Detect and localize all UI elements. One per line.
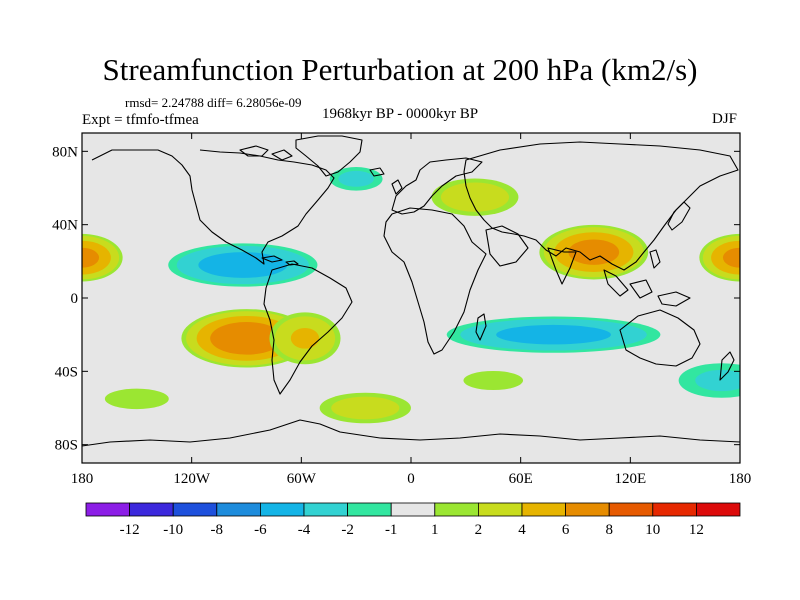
legend-swatch [608,502,654,517]
anomaly-center-10 [678,363,740,398]
legend-swatch [172,502,218,517]
color-legend: -12 -10 -8 -6 -4 -2 -1 1 2 4 6 8 10 12 [85,502,741,538]
legend-swatch [85,502,130,517]
experiment-label: Expt = tfmfo-tfmea [82,112,199,128]
anomaly-center-0 [82,233,123,282]
legend-level-label: 6 [562,522,570,538]
time-period-label: 1968kyr BP - 0000kyr BP [322,106,479,122]
legend-level-label: -1 [385,522,398,538]
anomaly-center-4 [168,243,318,287]
anomaly-center-11 [104,388,169,410]
anomaly-contour-fill [210,322,283,355]
legend-level-label: 12 [689,522,704,538]
coastline-greenland [295,135,363,177]
y-tick-label: 40S [55,364,78,380]
anomaly-center-1 [699,233,740,282]
chart-title: Streamfunction Perturbation at 200 hPa (… [102,52,698,87]
legend-level-label: 8 [605,522,613,538]
x-tick-label: 180 [71,471,94,487]
anomaly-contour-fill [695,369,740,392]
legend-swatch [216,502,261,517]
legend-level-label: -4 [298,522,311,538]
rmsd-stats: rmsd= 2.24788 diff= 6.28056e-09 [125,95,302,110]
legend-swatch [347,502,392,517]
anomaly-contour-fill [331,396,400,420]
coastline-north-america [91,149,335,265]
coastline-caribbean [261,255,299,266]
legend-swatch [303,502,348,517]
coastline-southeast-asia-islands [603,249,691,307]
anomaly-center-7 [431,178,519,216]
anomaly-contour-fill [104,388,169,410]
coastline-japan [667,201,691,231]
anomaly-center-8 [329,167,383,191]
y-tick-label: 40N [52,218,78,234]
coastline-madagascar [475,313,487,341]
x-tick-label: 0 [407,471,415,487]
legend-swatch [565,502,610,517]
coastline-british-isles [391,179,403,195]
coastline-antarctica [82,419,740,447]
anomaly-contour-fill [496,324,611,345]
anomaly-contour-fill [198,252,288,278]
anomaly-contour-fill [440,182,510,212]
coastline-layer [82,135,740,447]
legend-swatch [390,502,436,517]
coastline-india [547,247,577,285]
legend-swatch [652,502,697,517]
anomaly-center-5 [539,224,649,280]
x-tick-label: 120W [173,471,211,487]
y-tick-label: 80N [52,144,78,160]
coastline-australia [619,309,701,367]
coastline-europe [391,157,483,215]
coastline-south-america [263,263,353,395]
legend-level-label: -8 [211,522,224,538]
coastline-africa [383,207,487,355]
anomaly-center-6 [446,316,661,353]
season-label: DJF [712,111,738,127]
anomaly-contour-fill [82,247,100,268]
legend-level-label: -2 [341,522,354,538]
coastline-new-zealand [719,351,735,381]
anomaly-center-3 [269,312,341,365]
y-tick-label: 0 [71,291,79,307]
anomaly-center-12 [463,370,524,391]
x-tick-label: 60E [509,471,533,487]
anomaly-contour-fill [290,328,320,349]
y-tick-label: 80S [55,438,78,454]
legend-swatch [521,502,566,517]
coastline-asia [463,141,739,271]
x-tick-label: 120E [614,471,646,487]
coastline-arabia [485,225,529,267]
anomaly-contour-fill [338,170,374,187]
legend-level-label: -12 [120,522,140,538]
x-tick-label: 60W [287,471,317,487]
coastline-iceland [369,167,385,177]
legend-level-label: 10 [645,522,660,538]
legend-swatch [696,502,741,517]
anomaly-contour-fill [463,370,524,391]
coastline-canadian-islands [239,145,293,161]
legend-level-label: 1 [431,522,439,538]
anomaly-center-9 [319,392,411,424]
legend-swatch [434,502,479,517]
legend-swatch [259,502,305,517]
legend-level-label: -6 [254,522,267,538]
legend-level-label: 4 [518,522,526,538]
legend-swatch [129,502,174,517]
anomaly-contour-fill [568,239,620,265]
anomaly-contour-fill [722,247,740,268]
legend-level-label: 2 [475,522,483,538]
axis-layer: 180 120W 60W 0 60E 120E 180 80N 40N 0 40S 80S [52,133,751,487]
legend-swatch [477,502,523,517]
legend-level-label: -10 [163,522,183,538]
x-tick-label: 180 [729,471,752,487]
